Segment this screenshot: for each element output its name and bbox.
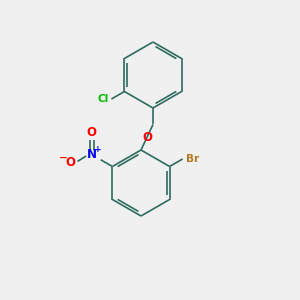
Text: Br: Br [186,154,199,164]
Text: O: O [66,156,76,170]
Text: +: + [94,145,101,154]
Text: O: O [87,126,97,140]
Text: −: − [59,152,68,163]
Text: O: O [142,131,152,144]
Text: Cl: Cl [97,94,108,104]
Text: N: N [87,148,97,161]
